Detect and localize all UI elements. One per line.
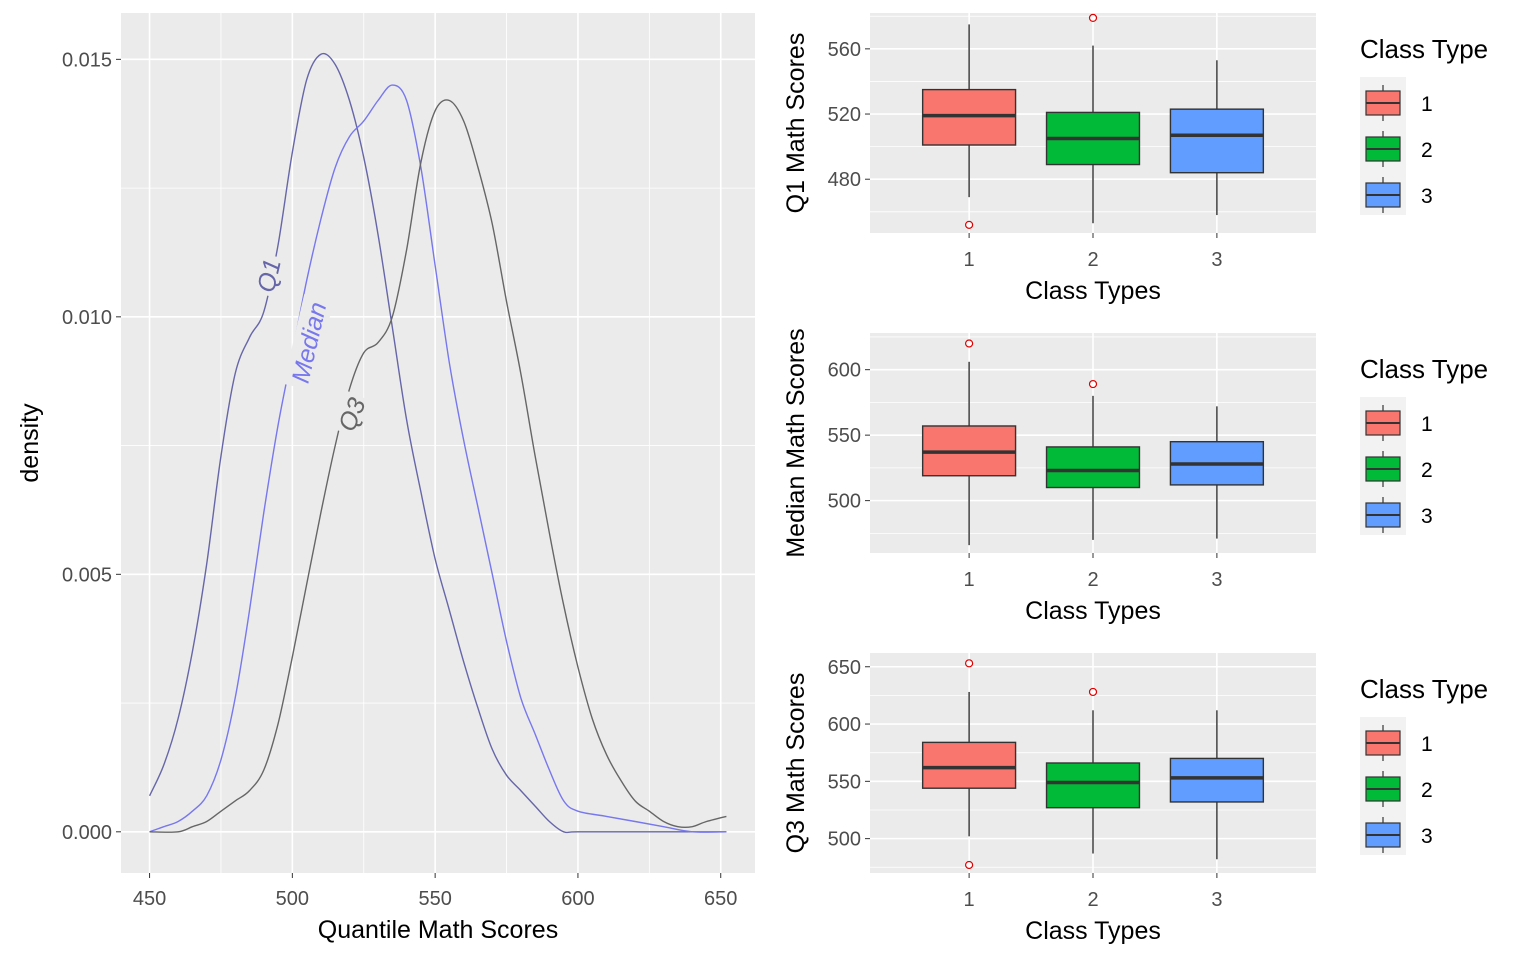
density-x-axis-title: Quantile Math Scores bbox=[318, 916, 558, 944]
x-tick-label: 500 bbox=[276, 888, 309, 910]
legend-key-3: 3 bbox=[1365, 177, 1433, 213]
y-tick-label: 650 bbox=[828, 657, 861, 679]
y-tick-label: 480 bbox=[828, 169, 861, 191]
legend-label: 2 bbox=[1421, 459, 1433, 482]
outlier-point bbox=[965, 220, 974, 229]
density-line-q3 bbox=[149, 99, 727, 833]
legend-median: Class Type 1 2 3 bbox=[1360, 354, 1488, 535]
legend-key-1: 1 bbox=[1365, 405, 1433, 441]
x-tick-label: 1 bbox=[964, 569, 975, 591]
outlier-point bbox=[965, 339, 974, 348]
y-tick-label: 0.015 bbox=[62, 49, 112, 71]
x-tick-label: 2 bbox=[1087, 889, 1098, 911]
x-tick-label: 450 bbox=[133, 888, 166, 910]
y-tick-label: 500 bbox=[828, 829, 861, 851]
legend-label: 1 bbox=[1421, 93, 1433, 116]
outlier-point bbox=[965, 659, 974, 668]
x-tick-label: 1 bbox=[964, 249, 975, 271]
box-2 bbox=[1045, 13, 1141, 224]
outlier-point bbox=[1088, 13, 1098, 22]
q3-y-axis-title: Q3 Math Scores bbox=[782, 673, 810, 854]
density-panel-background bbox=[121, 13, 755, 873]
q3-boxplot: 500 550 600 650 1 2 3 Class Types Q3 Math Scor… bbox=[782, 653, 1316, 945]
y-tick-label: 550 bbox=[828, 425, 861, 447]
outlier-point bbox=[1088, 379, 1098, 389]
box-body bbox=[1169, 757, 1265, 803]
legend-label: 3 bbox=[1421, 185, 1433, 208]
box-body bbox=[1045, 762, 1141, 809]
q3-x-axis-title: Class Types bbox=[1025, 917, 1161, 945]
q1-x-axis-title: Class Types bbox=[1025, 277, 1161, 305]
legend-label: 2 bbox=[1421, 779, 1433, 802]
legend-key-3: 3 bbox=[1365, 497, 1433, 533]
y-tick-label: 0.005 bbox=[62, 564, 112, 586]
y-tick-label: 0.000 bbox=[62, 822, 112, 844]
legend-label: 2 bbox=[1421, 139, 1433, 162]
y-tick-label: 600 bbox=[828, 714, 861, 736]
curve-label-gap bbox=[329, 390, 373, 439]
density-line-median bbox=[149, 84, 727, 833]
box-3 bbox=[1169, 60, 1265, 216]
density-y-axis-title: density bbox=[16, 403, 44, 483]
x-tick-label: 600 bbox=[561, 888, 594, 910]
legend-key-1: 1 bbox=[1365, 85, 1433, 121]
outlier-point bbox=[1088, 687, 1098, 697]
box-1 bbox=[921, 24, 1017, 229]
x-tick-label: 550 bbox=[418, 888, 451, 910]
q1-y-axis-title: Q1 Math Scores bbox=[782, 33, 810, 214]
median-boxplot: 500 550 600 1 2 3 Class Types Median Math Sco… bbox=[782, 328, 1316, 625]
y-tick-label: 500 bbox=[828, 491, 861, 513]
box-1 bbox=[921, 659, 1017, 870]
legend-title: Class Type bbox=[1360, 674, 1488, 704]
curve-label-gap bbox=[283, 294, 334, 391]
x-tick-label: 650 bbox=[704, 888, 737, 910]
y-tick-label: 560 bbox=[828, 39, 861, 61]
box-1 bbox=[921, 339, 1017, 546]
y-tick-label: 520 bbox=[828, 104, 861, 126]
box-body bbox=[1169, 108, 1265, 174]
x-tick-label: 3 bbox=[1211, 249, 1222, 271]
legend-label: 3 bbox=[1421, 505, 1433, 528]
box-3 bbox=[1169, 406, 1265, 539]
outlier-point bbox=[965, 860, 974, 870]
x-tick-label: 3 bbox=[1211, 889, 1222, 911]
box-2 bbox=[1045, 687, 1141, 854]
x-tick-label: 1 bbox=[964, 889, 975, 911]
y-tick-label: 0.010 bbox=[62, 307, 112, 329]
box-3 bbox=[1169, 710, 1265, 860]
legend-key-2: 2 bbox=[1365, 131, 1433, 167]
legend-key-2: 2 bbox=[1365, 771, 1433, 807]
legend-q3: Class Type 1 2 3 bbox=[1360, 674, 1488, 855]
y-tick-label: 600 bbox=[828, 360, 861, 382]
density-line-q1 bbox=[148, 52, 727, 834]
legend-title: Class Type bbox=[1360, 354, 1488, 384]
legend-key-3: 3 bbox=[1365, 817, 1433, 853]
median-y-axis-title: Median Math Scores bbox=[782, 328, 810, 557]
legend-title: Class Type bbox=[1360, 34, 1488, 64]
legend-label: 3 bbox=[1421, 825, 1433, 848]
x-tick-label: 2 bbox=[1087, 569, 1098, 591]
box-body bbox=[1045, 446, 1141, 489]
curve-label-gap bbox=[249, 252, 288, 299]
legend-q1: Class Type 1 2 3 bbox=[1360, 34, 1488, 215]
legend-key-1: 1 bbox=[1365, 725, 1433, 761]
box-2 bbox=[1045, 379, 1141, 540]
median-x-axis-title: Class Types bbox=[1025, 597, 1161, 625]
x-tick-label: 3 bbox=[1211, 569, 1222, 591]
box-body bbox=[921, 741, 1017, 789]
legend-label: 1 bbox=[1421, 413, 1433, 436]
x-tick-label: 2 bbox=[1087, 249, 1098, 271]
legend-key-2: 2 bbox=[1365, 451, 1433, 487]
y-tick-label: 550 bbox=[828, 771, 861, 793]
q1-boxplot: 480 520 560 1 2 3 Class Types Q1 Math Scores bbox=[782, 13, 1316, 305]
legend-label: 1 bbox=[1421, 733, 1433, 756]
